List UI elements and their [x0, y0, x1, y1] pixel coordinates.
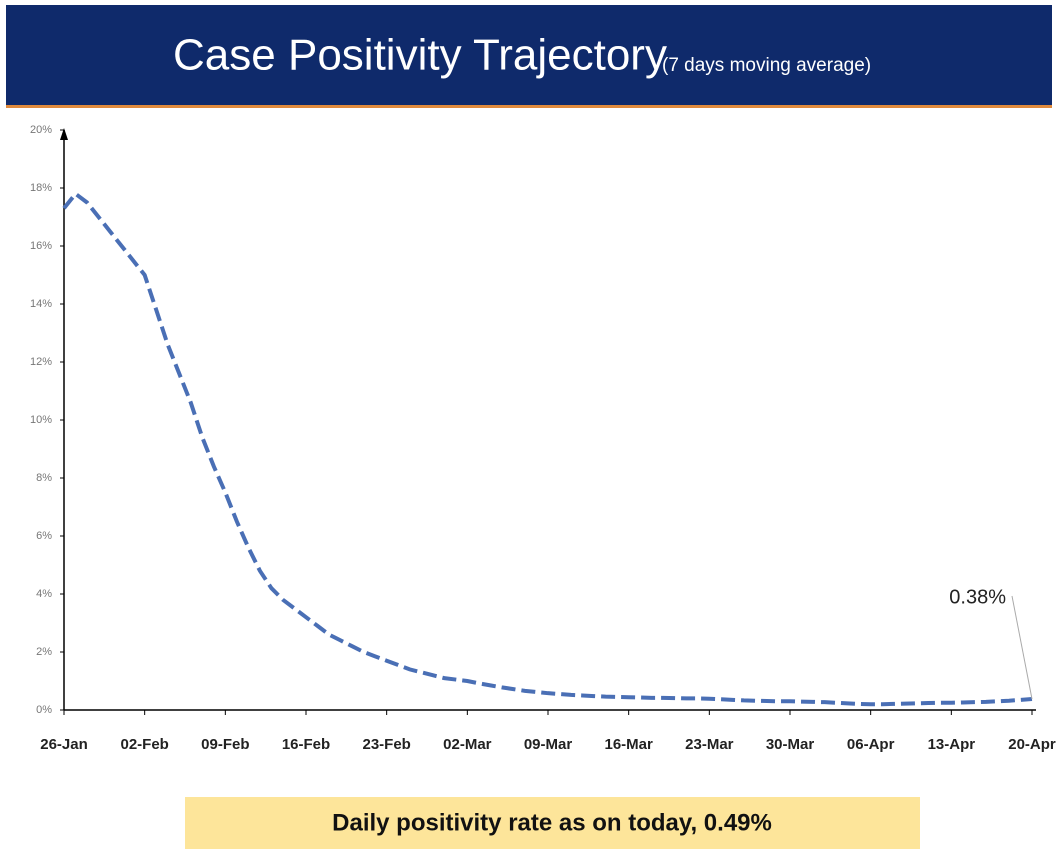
x-tick-label: 09-Mar	[524, 736, 573, 753]
x-tick-label: 20-Apr	[1008, 736, 1056, 753]
footer-text: Daily positivity rate as on today, 0.49%	[332, 809, 772, 836]
annotation-leader	[1011, 595, 1033, 700]
y-tick-label: 20%	[30, 124, 52, 136]
y-tick-label: 10%	[30, 414, 52, 426]
y-tick-label: 6%	[36, 530, 52, 542]
y-tick-label: 14%	[30, 298, 52, 310]
data-line	[62, 191, 1033, 707]
annotation-label: 0.38%	[949, 586, 1006, 608]
x-tick-label: 06-Apr	[847, 736, 895, 753]
x-tick-label: 02-Mar	[443, 736, 492, 753]
x-tick-label: 23-Mar	[685, 736, 734, 753]
x-tick-label: 16-Mar	[604, 736, 653, 753]
x-tick-label: 13-Apr	[928, 736, 976, 753]
y-tick-label: 8%	[36, 472, 52, 484]
x-tick-label: 30-Mar	[766, 736, 815, 753]
footer-banner	[185, 797, 920, 849]
x-tick-label: 16-Feb	[282, 736, 330, 753]
x-tick-label: 02-Feb	[120, 736, 168, 753]
header-rule	[6, 105, 1052, 108]
x-tick-label: 23-Feb	[362, 736, 410, 753]
chart-title: Case Positivity Trajectory	[173, 31, 667, 80]
y-tick-label: 18%	[30, 182, 52, 194]
x-tick-label: 09-Feb	[201, 736, 249, 753]
y-tick-label: 0%	[36, 704, 52, 716]
x-tick-label: 26-Jan	[40, 736, 88, 753]
y-tick-label: 16%	[30, 240, 52, 252]
y-tick-label: 12%	[30, 356, 52, 368]
y-axis-arrow	[60, 128, 68, 140]
y-tick-label: 2%	[36, 646, 52, 658]
y-tick-label: 4%	[36, 588, 52, 600]
chart-subtitle: (7 days moving average)	[662, 55, 871, 76]
header-band	[6, 5, 1052, 105]
